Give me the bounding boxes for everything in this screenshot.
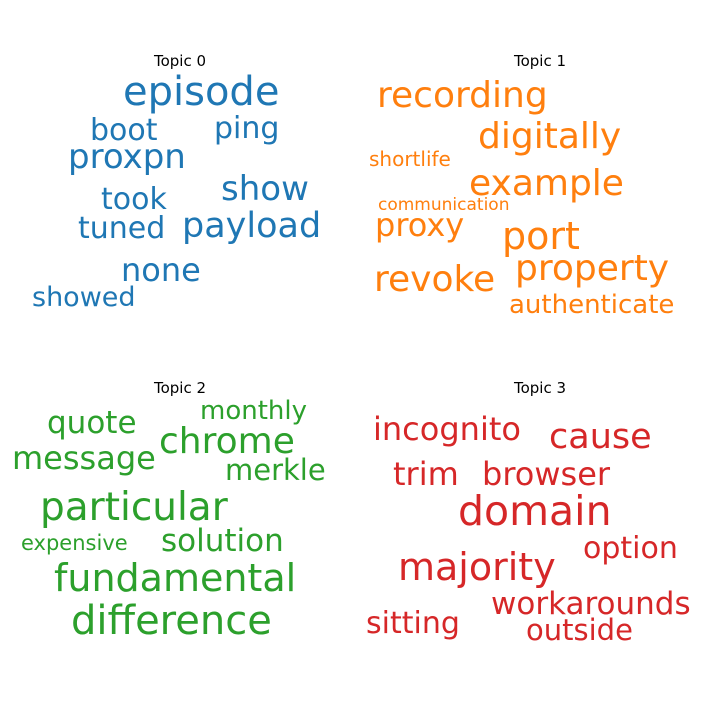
word: authenticate bbox=[509, 290, 675, 320]
word: trim bbox=[393, 455, 459, 493]
word: port bbox=[502, 214, 580, 258]
word: monthly bbox=[200, 396, 307, 426]
word: difference bbox=[71, 598, 272, 644]
word: option bbox=[583, 531, 678, 566]
word: none bbox=[121, 251, 201, 289]
word: episode bbox=[123, 69, 280, 115]
word: expensive bbox=[21, 531, 128, 555]
word: recording bbox=[377, 75, 548, 116]
word: property bbox=[515, 248, 670, 289]
wordcloud-topic-1: Topic 1 recording digitally shortlife ex… bbox=[360, 0, 720, 360]
word: communication bbox=[378, 195, 510, 215]
word: message bbox=[12, 439, 156, 477]
wordcloud-topic-0: Topic 0 episode boot ping proxpn show to… bbox=[0, 0, 360, 360]
word: quote bbox=[47, 405, 137, 441]
topic-title: Topic 2 bbox=[153, 379, 207, 397]
word: merkle bbox=[225, 453, 326, 487]
word: show bbox=[221, 169, 309, 209]
topic-title: Topic 0 bbox=[153, 52, 207, 70]
word: payload bbox=[182, 206, 322, 246]
word: boot bbox=[90, 113, 158, 148]
word: particular bbox=[40, 485, 228, 530]
word: domain bbox=[458, 487, 612, 535]
word: proxpn bbox=[68, 137, 186, 177]
word: showed bbox=[32, 282, 136, 313]
word: workarounds bbox=[491, 586, 691, 622]
word: outside bbox=[526, 613, 633, 647]
word: incognito bbox=[373, 410, 521, 448]
topic-title: Topic 3 bbox=[513, 379, 567, 397]
word: shortlife bbox=[369, 147, 451, 171]
topic-title: Topic 1 bbox=[513, 52, 567, 70]
word: took bbox=[101, 182, 167, 217]
wordcloud-topic-2: Topic 2 monthly quote chrome message mer… bbox=[0, 360, 360, 720]
word: cause bbox=[549, 417, 652, 457]
word: chrome bbox=[159, 421, 295, 462]
word: revoke bbox=[374, 259, 496, 300]
word: digitally bbox=[478, 116, 622, 157]
word: browser bbox=[482, 455, 611, 493]
word: majority bbox=[398, 545, 556, 589]
wordcloud-topic-3: Topic 3 incognito cause trim browser dom… bbox=[360, 360, 720, 720]
word: tuned bbox=[78, 211, 166, 246]
word: ping bbox=[214, 111, 280, 146]
word: solution bbox=[161, 523, 284, 559]
word: sitting bbox=[366, 606, 460, 641]
word: example bbox=[469, 163, 624, 204]
word: fundamental bbox=[54, 556, 297, 600]
word: proxy bbox=[375, 206, 465, 244]
